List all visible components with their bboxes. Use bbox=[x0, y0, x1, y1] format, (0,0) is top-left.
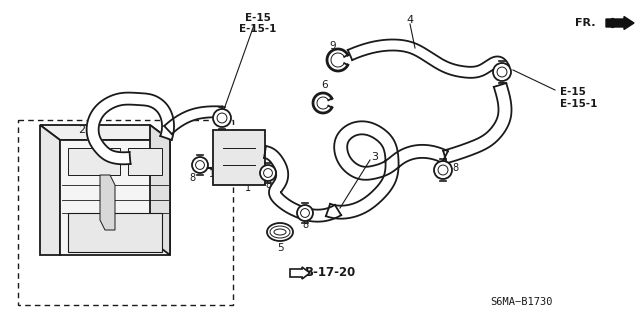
Polygon shape bbox=[40, 125, 60, 255]
Circle shape bbox=[213, 109, 231, 127]
Text: 6: 6 bbox=[322, 80, 328, 90]
Ellipse shape bbox=[267, 223, 293, 241]
Text: 10: 10 bbox=[209, 169, 221, 179]
Bar bbox=[213, 130, 265, 185]
Text: 5: 5 bbox=[276, 243, 284, 253]
Circle shape bbox=[297, 205, 313, 221]
Text: 3: 3 bbox=[371, 152, 378, 162]
FancyArrow shape bbox=[290, 267, 310, 279]
Polygon shape bbox=[60, 140, 170, 255]
Polygon shape bbox=[164, 106, 222, 134]
Text: FR.: FR. bbox=[575, 18, 596, 28]
Polygon shape bbox=[264, 146, 341, 222]
Polygon shape bbox=[348, 40, 509, 78]
Polygon shape bbox=[128, 148, 162, 175]
Text: E-15: E-15 bbox=[560, 87, 586, 97]
Polygon shape bbox=[100, 175, 115, 230]
Circle shape bbox=[434, 161, 452, 179]
Circle shape bbox=[493, 63, 511, 81]
Text: 8: 8 bbox=[302, 220, 308, 230]
Circle shape bbox=[301, 209, 309, 218]
Circle shape bbox=[196, 160, 204, 169]
Circle shape bbox=[192, 157, 208, 173]
Circle shape bbox=[497, 67, 507, 77]
Polygon shape bbox=[443, 83, 511, 163]
Text: 8: 8 bbox=[265, 180, 271, 190]
Circle shape bbox=[264, 169, 273, 177]
Text: E-15: E-15 bbox=[245, 13, 271, 23]
Circle shape bbox=[217, 113, 227, 123]
Text: 8: 8 bbox=[452, 163, 458, 173]
FancyArrow shape bbox=[606, 17, 634, 29]
Polygon shape bbox=[86, 93, 174, 164]
Circle shape bbox=[260, 165, 276, 181]
Text: 8: 8 bbox=[189, 173, 195, 183]
Ellipse shape bbox=[274, 229, 286, 235]
Polygon shape bbox=[68, 148, 120, 175]
Text: 7: 7 bbox=[497, 82, 503, 92]
Text: E-15-1: E-15-1 bbox=[560, 99, 597, 109]
Polygon shape bbox=[68, 213, 162, 252]
Text: B-17-20: B-17-20 bbox=[305, 266, 356, 279]
Text: E-15-1: E-15-1 bbox=[239, 24, 276, 34]
Text: 8: 8 bbox=[219, 133, 225, 143]
Text: 4: 4 bbox=[406, 15, 413, 25]
Text: 1: 1 bbox=[245, 183, 251, 193]
Text: 9: 9 bbox=[330, 41, 336, 51]
Text: 2: 2 bbox=[79, 125, 86, 135]
Ellipse shape bbox=[270, 226, 290, 238]
Polygon shape bbox=[150, 125, 170, 255]
Text: S6MA−B1730: S6MA−B1730 bbox=[490, 297, 552, 307]
Polygon shape bbox=[326, 121, 448, 219]
Polygon shape bbox=[40, 125, 170, 140]
Circle shape bbox=[438, 165, 448, 175]
Bar bbox=[18, 120, 233, 305]
